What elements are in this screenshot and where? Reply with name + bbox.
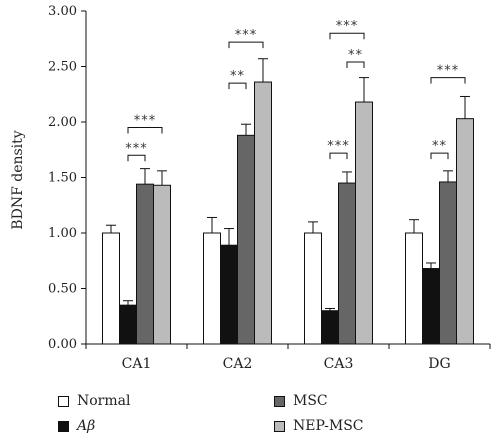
- y-tick-label: 2.00: [48, 115, 77, 130]
- significance-bracket-ca1-1: ***: [127, 114, 163, 134]
- y-tick-label: 1.50: [48, 171, 77, 186]
- bar-dg-nep-msc: [456, 118, 474, 345]
- bar-dg-abeta: [422, 268, 440, 345]
- y-axis-title: BDNF density: [10, 130, 26, 229]
- bar-ca3-normal: [304, 232, 322, 345]
- bar-ca2-msc: [237, 134, 255, 345]
- significance-bracket-ca1-0: ***: [125, 141, 148, 162]
- y-tick-label: 1.00: [48, 226, 77, 241]
- bar-ca1-abeta: [119, 304, 137, 345]
- y-tick-label: 2.50: [48, 60, 77, 75]
- significance-bracket-ca2-2: **: [228, 69, 247, 90]
- significance-label: ***: [336, 19, 359, 34]
- bar-ca3-abeta: [321, 310, 339, 345]
- bracket-line: [329, 152, 348, 160]
- y-tick-label: 0.50: [48, 282, 77, 297]
- bar-ca2-abeta: [220, 244, 238, 345]
- significance-bracket-ca3-5: **: [346, 48, 365, 69]
- bar-ca3-nep-msc: [355, 101, 373, 345]
- x-tick-label-ca1: CA1: [122, 356, 152, 372]
- bar-dg-normal: [405, 232, 423, 345]
- bar-ca1-normal: [102, 232, 120, 345]
- significance-label: ***: [134, 114, 157, 129]
- significance-label: **: [230, 69, 245, 84]
- bracket-line: [228, 82, 247, 90]
- significance-label: **: [432, 139, 447, 154]
- significance-bracket-dg-7: **: [430, 139, 449, 160]
- bar-ca3-msc: [338, 182, 356, 345]
- significance-bracket-ca2-3: ***: [228, 28, 264, 49]
- bracket-line: [430, 77, 466, 84]
- significance-label: ***: [125, 141, 148, 156]
- significance-label: ***: [327, 139, 350, 154]
- bar-ca1-msc: [136, 183, 154, 345]
- bracket-line: [430, 152, 449, 160]
- bar-ca2-nep-msc: [254, 81, 272, 345]
- y-tick-label: 3.00: [48, 4, 77, 19]
- x-tick-label-ca3: CA3: [324, 356, 354, 372]
- x-tick-label-dg: DG: [428, 356, 450, 372]
- significance-bracket-dg-8: ***: [430, 64, 466, 84]
- bracket-line: [329, 32, 365, 40]
- bar-ca2-normal: [203, 232, 221, 345]
- significance-bracket-ca3-6: ***: [329, 19, 365, 40]
- bracket-line: [346, 61, 365, 69]
- significance-label: **: [348, 48, 363, 63]
- bracket-line: [127, 127, 163, 134]
- bracket-line: [127, 154, 146, 162]
- bracket-line: [228, 41, 264, 49]
- significance-label: ***: [437, 64, 460, 79]
- significance-bracket-ca3-4: ***: [327, 139, 350, 160]
- bar-dg-msc: [439, 181, 457, 345]
- bar-ca1-nep-msc: [153, 184, 171, 345]
- y-tick-label: 0.00: [48, 337, 77, 352]
- x-tick-label-ca2: CA2: [223, 356, 253, 372]
- significance-label: ***: [235, 28, 258, 43]
